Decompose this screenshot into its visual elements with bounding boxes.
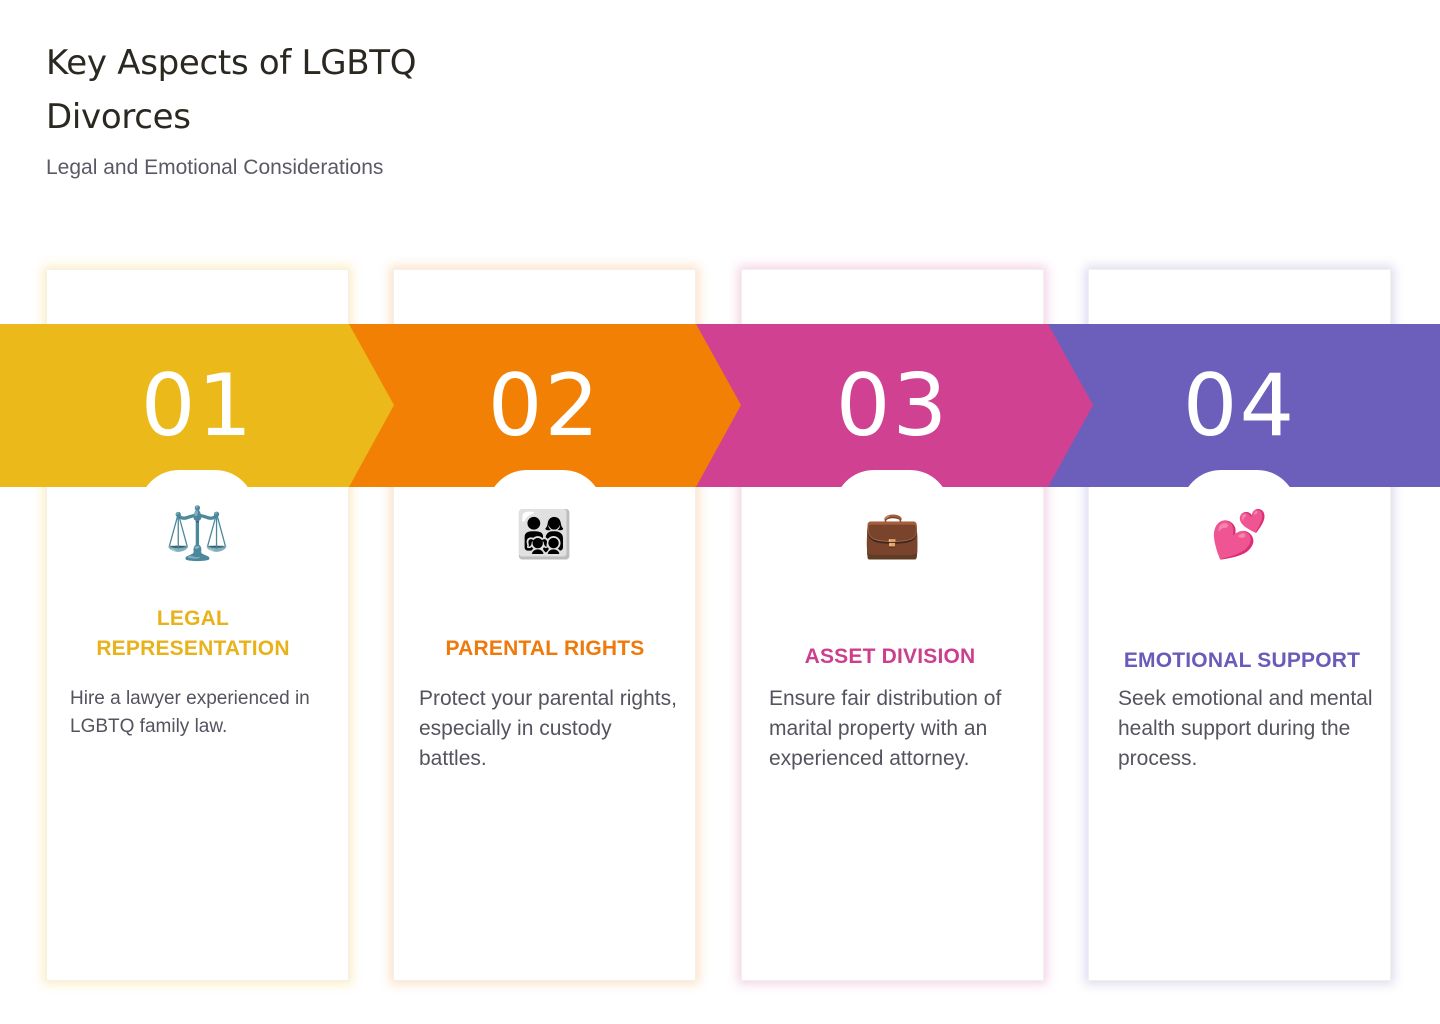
step-heading-4: EMOTIONAL SUPPORT [1123, 649, 1361, 672]
arrow-segment-2 [349, 324, 741, 487]
step-number-3: 03 [835, 356, 950, 456]
step-number-2: 02 [487, 356, 602, 456]
icon-badge-4 [1181, 470, 1297, 510]
step-number-1: 01 [140, 356, 255, 456]
icon-badge-3 [834, 470, 950, 510]
arrow-segment-4 [1048, 324, 1440, 487]
step-description-2: Protect your parental rights, especially… [419, 687, 677, 770]
step-heading-2: PARENTAL RIGHTS [445, 637, 645, 660]
step-heading-3: ASSET DIVISION [804, 645, 976, 668]
icon-badge-2 [487, 470, 603, 510]
two-hearts-icon: 💕 [1210, 507, 1269, 561]
step-number-4: 04 [1182, 356, 1297, 456]
step-heading-1: LEGAL REPRESENTATION [96, 607, 290, 660]
arrow-segment-1 [0, 324, 394, 487]
page-title: Key Aspects of LGBTQ Divorces [46, 43, 417, 137]
scales-icon: ⚖️ [165, 504, 230, 564]
step-description-1: Hire a lawyer experienced in LGBTQ famil… [70, 688, 310, 737]
process-arrow-band: 01 02 03 04 [0, 324, 1440, 487]
page-subtitle: Legal and Emotional Considerations [46, 156, 384, 179]
icon-badge-1 [139, 470, 255, 510]
step-description-4: Seek emotional and mental health support… [1118, 687, 1373, 770]
header: Key Aspects of LGBTQ Divorces Legal and … [46, 36, 466, 180]
arrow-segment-3 [696, 324, 1093, 487]
family-icon: 👨‍👩‍👧‍👦 [515, 507, 574, 561]
briefcase-icon: 💼 [863, 507, 922, 561]
step-description-3: Ensure fair distribution of marital prop… [769, 687, 1002, 770]
